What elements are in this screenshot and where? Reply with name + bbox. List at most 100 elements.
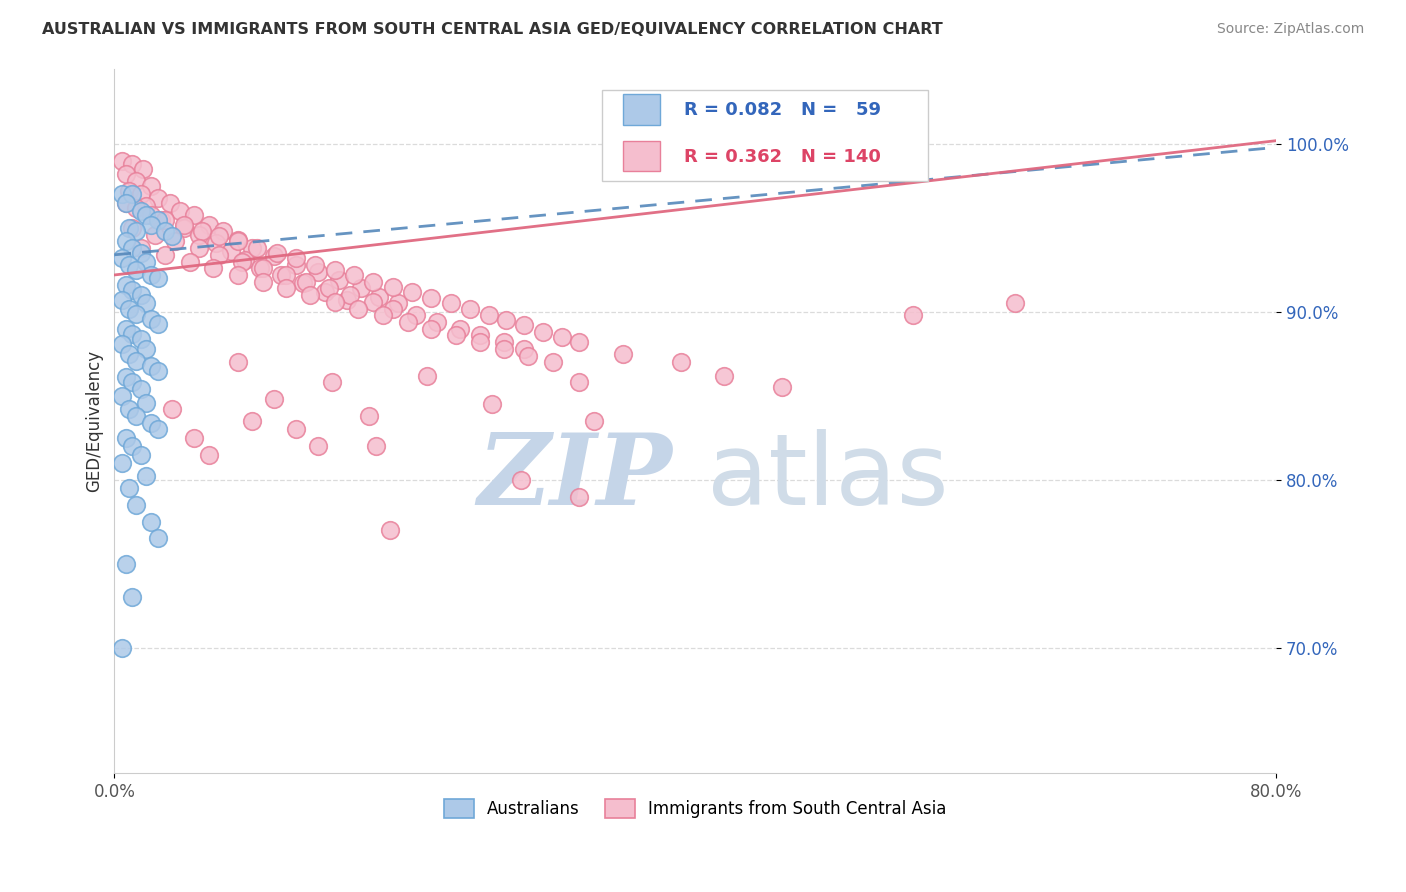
Point (582, 414, 605, 428)
Point (361, 275, 384, 289)
Point (347, 301, 370, 316)
Point (901, 308, 924, 322)
Point (380, 523, 402, 537)
Point (252, 261, 274, 276)
Point (118, 481, 141, 495)
Point (440, 296, 463, 310)
Point (135, 342, 157, 356)
Point (111, 389, 134, 403)
Text: R = 0.362   N = 140: R = 0.362 N = 140 (683, 148, 880, 166)
Point (1004, 296, 1026, 310)
Point (139, 208, 162, 222)
Point (266, 246, 288, 260)
Point (541, 355, 564, 369)
Point (169, 204, 191, 219)
Point (139, 311, 162, 326)
Point (263, 392, 285, 406)
Point (125, 409, 148, 423)
Point (420, 321, 443, 335)
Point (155, 212, 177, 227)
Point (135, 199, 157, 213)
Point (187, 241, 209, 255)
Point (517, 349, 540, 363)
Point (568, 490, 591, 504)
Point (121, 157, 143, 171)
Point (339, 288, 361, 302)
Point (121, 283, 143, 297)
Point (405, 308, 427, 322)
Point (111, 251, 134, 265)
Point (202, 261, 225, 276)
Point (121, 241, 143, 255)
Point (125, 201, 148, 215)
Point (364, 439, 387, 453)
Point (162, 402, 184, 417)
Point (284, 422, 307, 436)
Point (143, 227, 166, 242)
Point (121, 376, 143, 390)
Point (118, 184, 141, 198)
Point (135, 395, 157, 409)
Point (396, 315, 419, 329)
Text: Source: ZipAtlas.com: Source: ZipAtlas.com (1216, 22, 1364, 37)
Point (299, 288, 322, 302)
Point (121, 187, 143, 202)
Point (357, 409, 380, 423)
Point (669, 355, 692, 369)
Point (367, 290, 389, 304)
Point (129, 187, 152, 202)
Point (149, 212, 172, 227)
Point (146, 363, 169, 377)
Point (246, 241, 269, 255)
Text: R = 0.082   N =   59: R = 0.082 N = 59 (683, 101, 880, 120)
Point (495, 313, 517, 327)
Point (146, 422, 169, 436)
Point (115, 167, 138, 181)
Point (284, 258, 307, 272)
Text: atlas: atlas (707, 429, 949, 526)
Point (263, 250, 285, 264)
Point (323, 263, 346, 277)
Y-axis label: GED/Equivalency: GED/Equivalency (86, 350, 103, 492)
Point (190, 224, 212, 238)
Point (304, 258, 326, 272)
Point (115, 370, 138, 384)
Point (198, 448, 221, 462)
Point (139, 515, 162, 529)
Point (155, 248, 177, 262)
Point (118, 221, 141, 235)
Point (343, 268, 366, 282)
Point (284, 251, 307, 265)
Point (478, 308, 501, 322)
Point (139, 268, 162, 282)
Point (135, 469, 157, 483)
Point (270, 268, 292, 282)
Point (111, 640, 134, 655)
Point (111, 293, 134, 307)
Point (129, 382, 152, 396)
Point (492, 342, 515, 356)
Point (550, 330, 572, 344)
Point (165, 235, 187, 249)
Point (328, 273, 350, 287)
Point (115, 195, 138, 210)
Point (129, 332, 152, 346)
Point (531, 325, 554, 339)
Point (208, 248, 231, 262)
Point (125, 224, 148, 238)
Point (125, 263, 148, 277)
Point (401, 285, 423, 299)
Point (295, 275, 318, 289)
FancyBboxPatch shape (623, 95, 661, 125)
Point (125, 353, 148, 368)
Point (568, 376, 591, 390)
Point (173, 221, 195, 235)
Point (226, 235, 249, 249)
Point (231, 254, 253, 268)
Point (321, 376, 343, 390)
Point (115, 278, 138, 293)
Point (121, 326, 143, 341)
Point (146, 191, 169, 205)
Point (336, 293, 359, 307)
Point (307, 439, 329, 453)
